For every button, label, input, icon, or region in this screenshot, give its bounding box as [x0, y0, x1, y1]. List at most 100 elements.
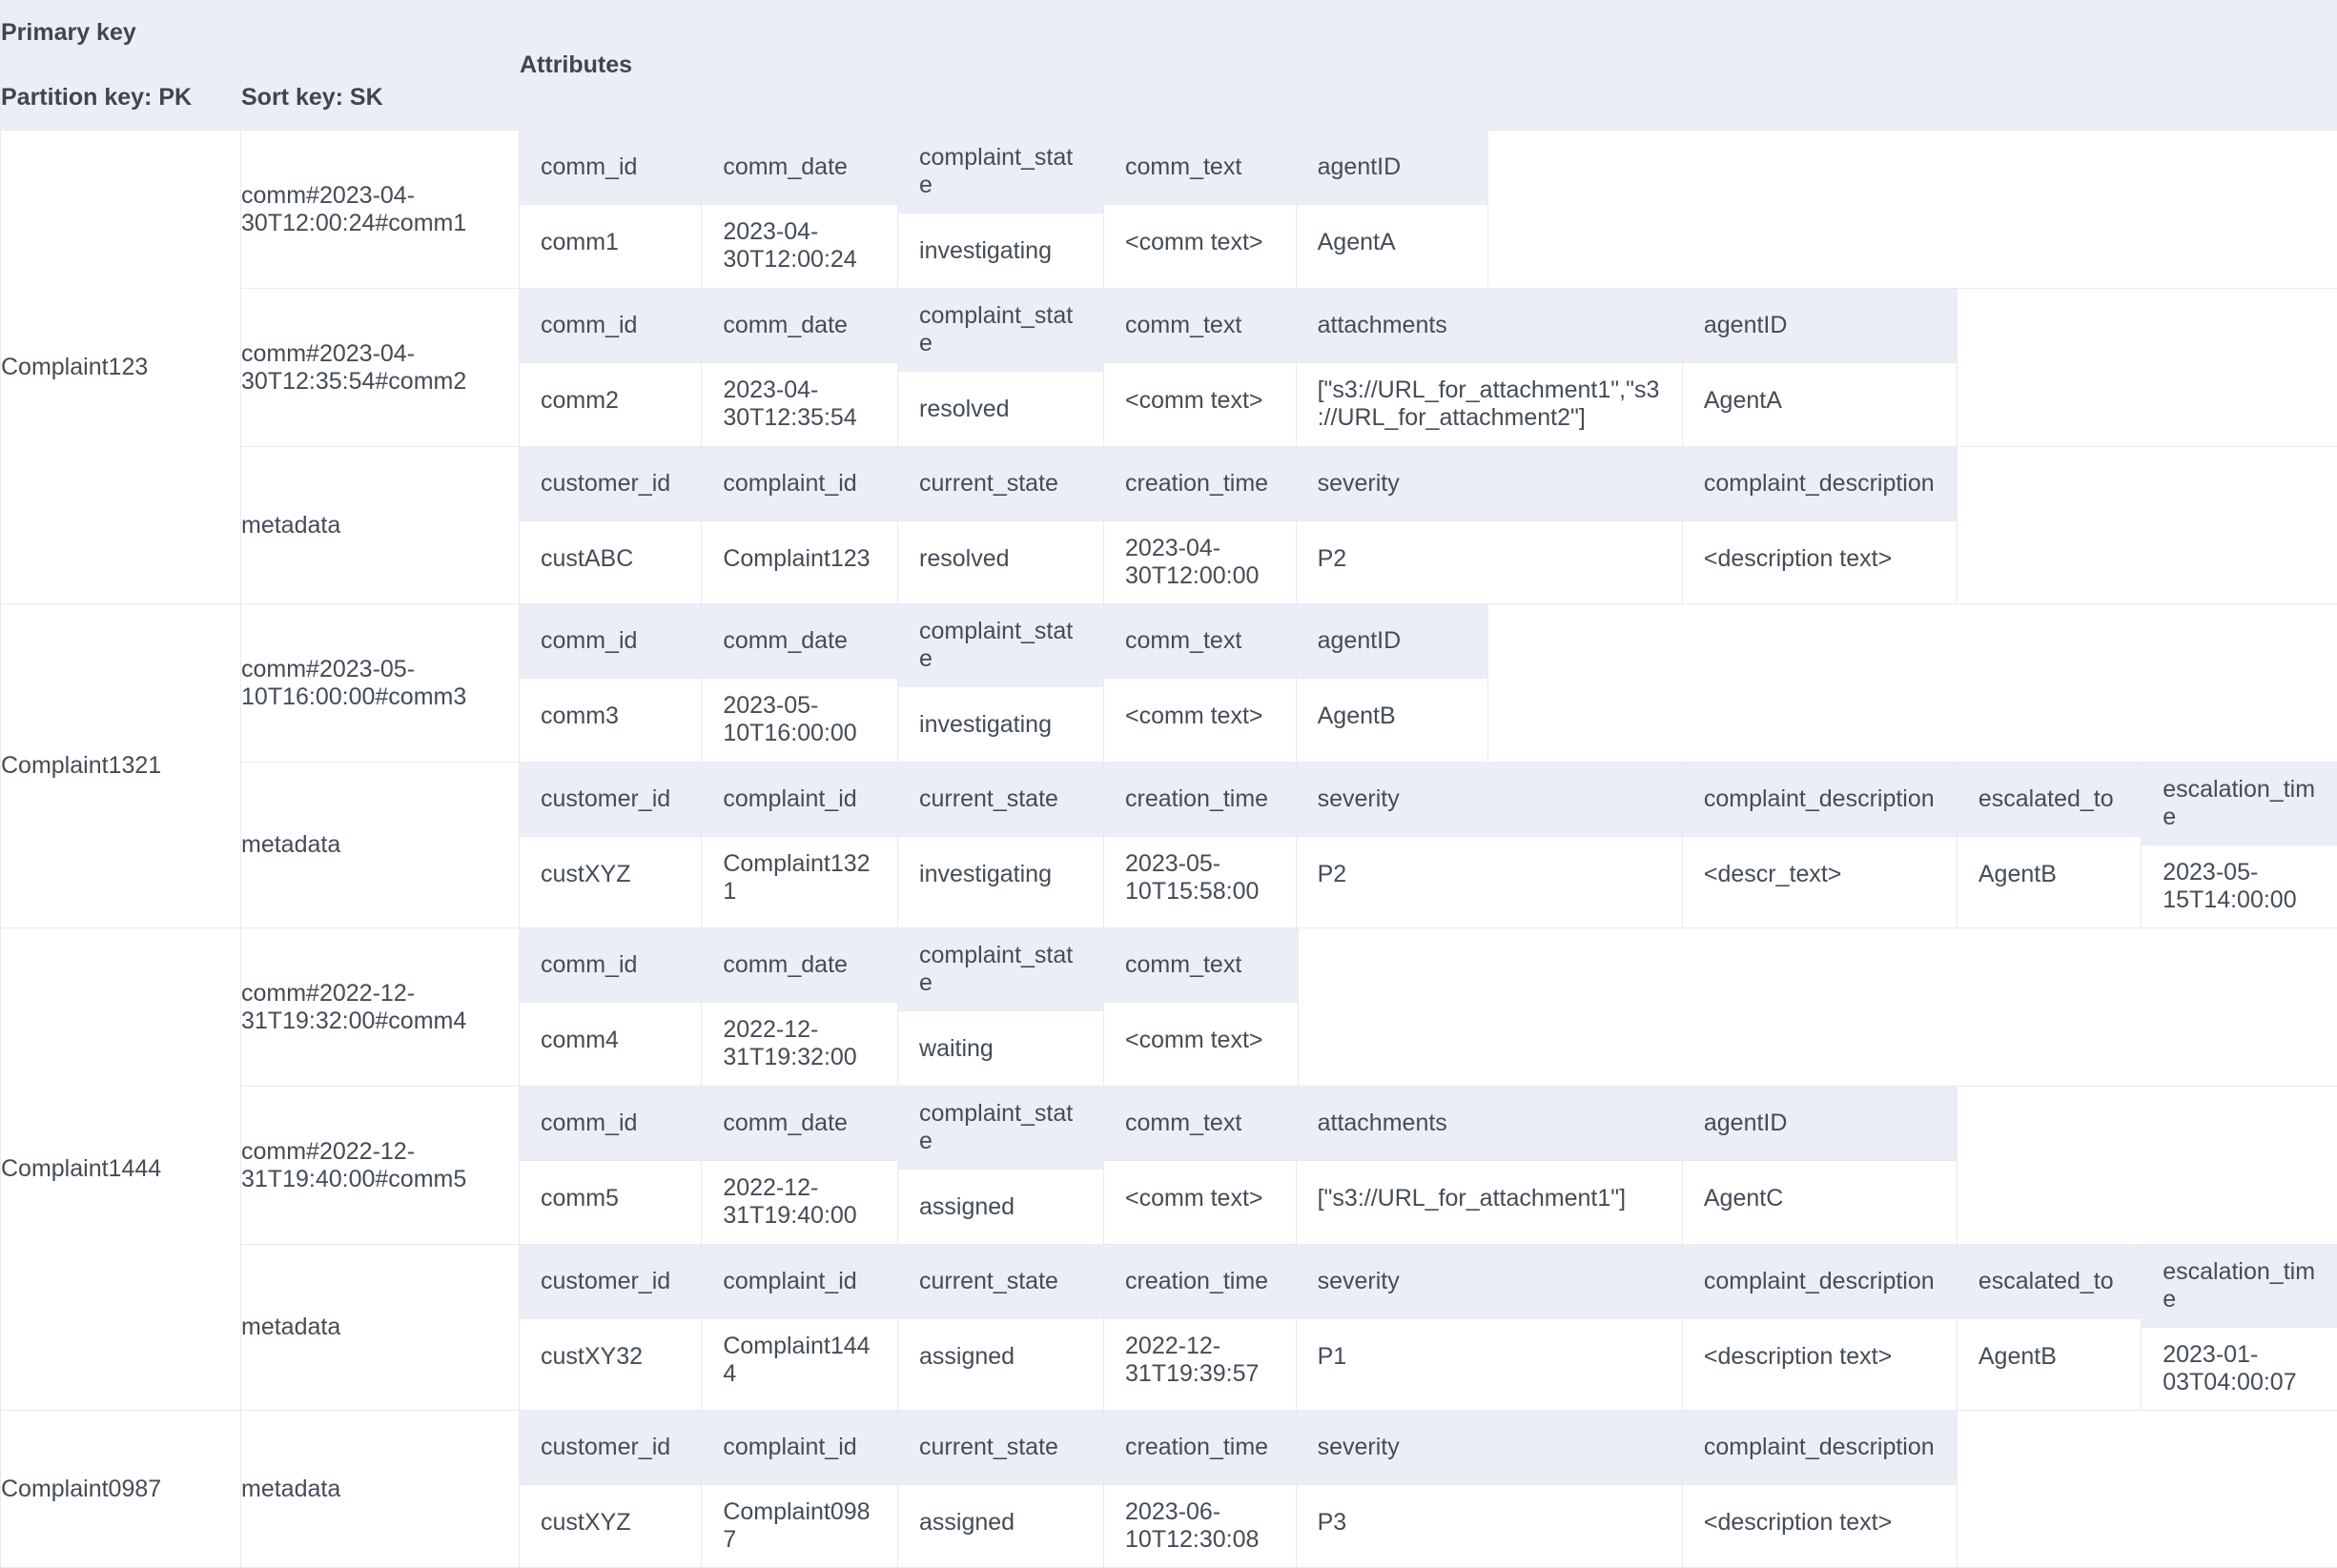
attr-header: comm_text	[1104, 1087, 1296, 1161]
attr-header: comm_id	[520, 928, 701, 1003]
partition-key-cell: Complaint123	[1, 131, 241, 604]
attr-value: custABC	[520, 521, 701, 596]
attr-header: complaint_id	[702, 1411, 897, 1485]
attr-header: complaint_state	[898, 131, 1103, 214]
attr-header: escalated_to	[1958, 1245, 2141, 1319]
attr-value: assigned	[898, 1485, 1103, 1559]
partition-key-cell: Complaint1444	[1, 928, 241, 1411]
attr-value: Complaint123	[702, 521, 897, 596]
attr-header: complaint_state	[898, 1087, 1103, 1170]
attr-header: comm_id	[520, 289, 701, 363]
sort-key-cell: comm#2023-04-30T12:00:24#comm1	[241, 131, 520, 289]
attr-header: customer_id	[520, 1411, 701, 1485]
attr-header: customer_id	[520, 763, 701, 837]
attr-value: assigned	[898, 1170, 1103, 1244]
attr-value: 2023-04-30T12:00:00	[1104, 521, 1296, 603]
attr-header: escalation_time	[2142, 763, 2337, 845]
attr-value: investigating	[898, 214, 1103, 288]
attr-header: complaint_state	[898, 289, 1103, 372]
header-primary-key: Primary key	[1, 1, 520, 66]
attribute-cell: customer_idcustXYZcomplaint_idComplaint0…	[520, 1411, 2337, 1568]
attribute-cell: customer_idcustXYZcomplaint_idComplaint1…	[520, 763, 2337, 928]
attr-value: assigned	[898, 1319, 1103, 1394]
attr-value: waiting	[898, 1011, 1103, 1086]
table-row: Complaint1321comm#2023-05-10T16:00:00#co…	[1, 604, 2337, 763]
attr-header: comm_date	[702, 289, 897, 363]
attr-header: current_state	[898, 1245, 1103, 1319]
attr-header: complaint_description	[1683, 763, 1957, 837]
attr-value: AgentA	[1297, 205, 1488, 279]
attr-value: AgentB	[1958, 1319, 2141, 1394]
table-body: Complaint123comm#2023-04-30T12:00:24#com…	[1, 131, 2337, 1568]
attr-value: comm5	[520, 1161, 701, 1235]
attr-header: comm_date	[702, 131, 897, 205]
table-row: comm#2022-12-31T19:40:00#comm5comm_idcom…	[1, 1087, 2337, 1245]
table-row: metadatacustomer_idcustABCcomplaint_idCo…	[1, 447, 2337, 604]
attr-value: 2023-04-30T12:00:24	[702, 205, 897, 287]
attr-header: complaint_id	[702, 1245, 897, 1319]
attr-header: escalated_to	[1958, 763, 2141, 837]
attr-header: current_state	[898, 447, 1103, 521]
attr-header: comm_text	[1104, 131, 1296, 205]
attribute-cell: customer_idcustXY32complaint_idComplaint…	[520, 1245, 2337, 1411]
attr-value: <comm text>	[1104, 1161, 1296, 1235]
attr-header: creation_time	[1104, 447, 1296, 521]
attr-header: comm_id	[520, 131, 701, 205]
attr-value: <description text>	[1683, 1319, 1957, 1394]
attr-header: customer_id	[520, 1245, 701, 1319]
attr-value: 2023-05-15T14:00:00	[2142, 845, 2337, 927]
table-wrapper: Primary key Attributes Partition key: PK…	[0, 0, 2337, 1568]
attr-value: P2	[1297, 837, 1682, 911]
attr-value: AgentB	[1297, 679, 1488, 753]
attr-value: 2023-06-10T12:30:08	[1104, 1485, 1296, 1567]
attr-value: custXYZ	[520, 837, 701, 911]
attr-header: severity	[1297, 763, 1682, 837]
sort-key-cell: metadata	[241, 447, 520, 604]
attr-value: comm2	[520, 363, 701, 438]
sort-key-cell: comm#2022-12-31T19:32:00#comm4	[241, 928, 520, 1087]
table-row: metadatacustomer_idcustXYZcomplaint_idCo…	[1, 763, 2337, 928]
attr-value: P1	[1297, 1319, 1682, 1394]
attr-header: creation_time	[1104, 1411, 1296, 1485]
attr-value: Complaint1321	[702, 837, 897, 919]
attr-header: comm_id	[520, 1087, 701, 1161]
attr-value: investigating	[898, 687, 1103, 762]
attr-header: agentID	[1683, 289, 1957, 363]
attr-value: 2022-12-31T19:39:57	[1104, 1319, 1296, 1401]
header-partition-key: Partition key: PK	[1, 66, 241, 131]
sort-key-cell: metadata	[241, 1411, 520, 1568]
attr-value: P3	[1297, 1485, 1682, 1559]
attr-header: comm_date	[702, 1087, 897, 1161]
attr-header: attachments	[1297, 289, 1682, 363]
attr-value: comm1	[520, 205, 701, 279]
attr-value: comm4	[520, 1003, 701, 1077]
attr-header: complaint_state	[898, 604, 1103, 687]
attr-value: 2023-04-30T12:35:54	[702, 363, 897, 445]
table-row: metadatacustomer_idcustXY32complaint_idC…	[1, 1245, 2337, 1411]
attr-header: agentID	[1297, 131, 1488, 205]
sort-key-cell: comm#2023-04-30T12:35:54#comm2	[241, 289, 520, 447]
attr-value: <comm text>	[1104, 205, 1296, 279]
attr-value: 2023-05-10T15:58:00	[1104, 837, 1296, 919]
attr-value: 2023-01-03T04:00:07	[2142, 1328, 2337, 1410]
table-header: Primary key Attributes Partition key: PK…	[1, 1, 2337, 131]
partition-key-cell: Complaint0987	[1, 1411, 241, 1568]
attr-value: custXY32	[520, 1319, 701, 1394]
attr-value: <comm text>	[1104, 679, 1296, 753]
attr-header: complaint_id	[702, 447, 897, 521]
attr-value: custXYZ	[520, 1485, 701, 1559]
partition-key-cell: Complaint1321	[1, 604, 241, 928]
attr-header: current_state	[898, 1411, 1103, 1485]
attr-header: severity	[1297, 447, 1682, 521]
table-row: Complaint1444comm#2022-12-31T19:32:00#co…	[1, 928, 2337, 1087]
attr-header: escalation_time	[2142, 1245, 2337, 1328]
table-row: Complaint123comm#2023-04-30T12:00:24#com…	[1, 131, 2337, 289]
attribute-cell: comm_idcomm5comm_date2022-12-31T19:40:00…	[520, 1087, 2337, 1245]
attr-value: resolved	[898, 372, 1103, 446]
attr-header: complaint_id	[702, 763, 897, 837]
attr-value: Complaint0987	[702, 1485, 897, 1567]
attribute-cell: comm_idcomm3comm_date2023-05-10T16:00:00…	[520, 604, 2337, 763]
table-row: comm#2023-04-30T12:35:54#comm2comm_idcom…	[1, 289, 2337, 447]
attr-value: investigating	[898, 837, 1103, 911]
attr-header: creation_time	[1104, 1245, 1296, 1319]
